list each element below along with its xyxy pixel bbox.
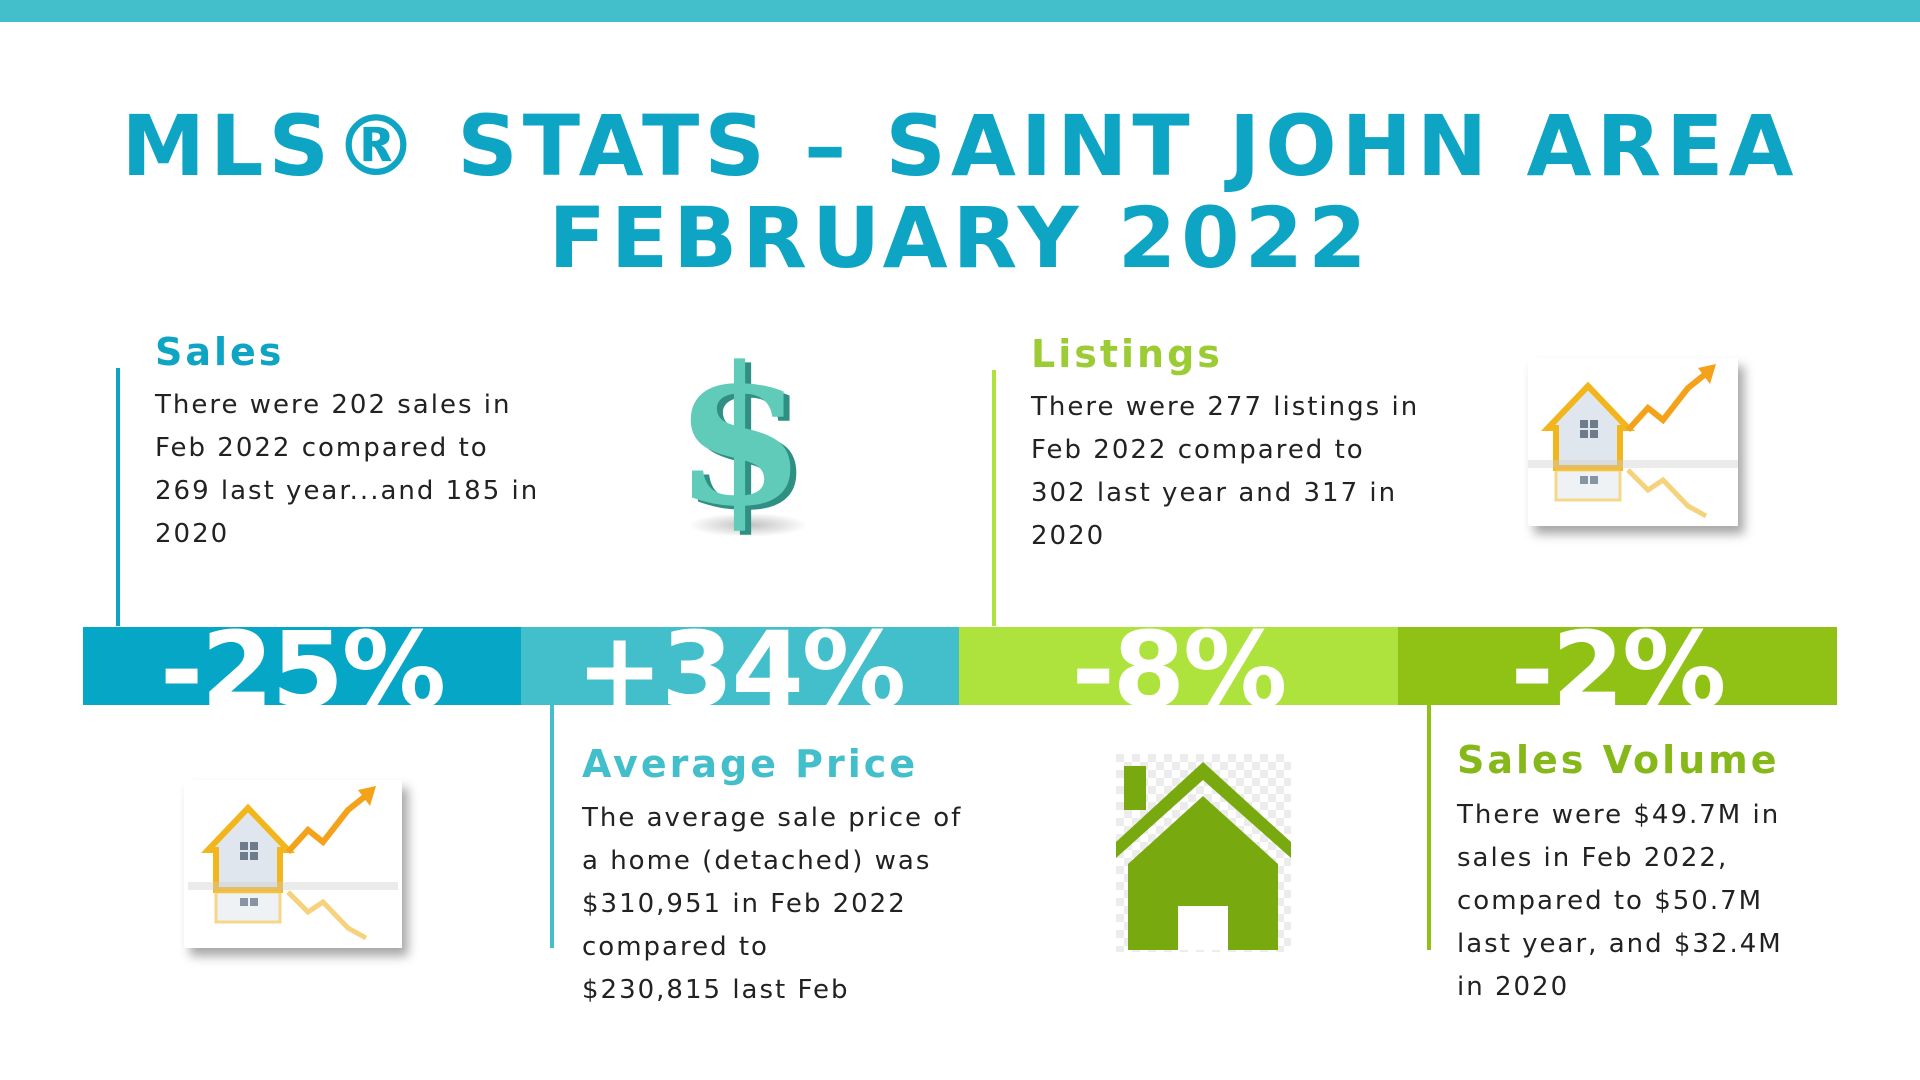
band-value: -8%: [1071, 627, 1288, 705]
top-bar: [0, 0, 1920, 22]
sales-volume-divider: [1427, 705, 1431, 950]
sales-text-line: There were 202 sales in: [155, 390, 512, 420]
listings-divider: [992, 370, 996, 626]
band-value: -2%: [1510, 627, 1727, 705]
average-price-text-line: $230,815 last Feb: [582, 975, 850, 1005]
house-chart-image: [184, 780, 402, 948]
sales-text: There were 202 sales in Feb 2022 compare…: [155, 384, 539, 556]
house-chart-icon: [188, 786, 398, 941]
band-price-change: +34%: [521, 627, 959, 705]
sales-divider: [116, 368, 120, 626]
average-price-text: The average sale price of a home (detach…: [582, 797, 962, 1012]
listings-text-line: 302 last year and 317 in: [1031, 478, 1398, 508]
svg-text:$: $: [674, 345, 806, 545]
listings-text-line: Feb 2022 compared to: [1031, 435, 1365, 465]
dollar-sign-icon: $ $: [674, 345, 812, 545]
listings-text: There were 277 listings in Feb 2022 comp…: [1031, 386, 1419, 558]
average-price-text-line: compared to: [582, 932, 769, 962]
sales-text-line: Feb 2022 compared to: [155, 433, 489, 463]
average-price-heading: Average Price: [582, 742, 919, 786]
sales-volume-text: There were $49.7M in sales in Feb 2022, …: [1457, 794, 1783, 1009]
page-subtitle: FEBRUARY 2022: [548, 189, 1372, 287]
sales-text-line: 2020: [155, 519, 230, 549]
average-price-divider: [550, 705, 554, 948]
sales-volume-heading: Sales Volume: [1457, 738, 1780, 782]
sales-volume-text-line: last year, and $32.4M: [1457, 929, 1783, 959]
listings-text-line: There were 277 listings in: [1031, 392, 1420, 422]
average-price-text-line: The average sale price of: [582, 803, 963, 833]
sales-volume-text-line: compared to $50.7M: [1457, 886, 1764, 916]
sales-volume-text-line: There were $49.7M in: [1457, 800, 1781, 830]
average-price-text-line: a home (detached) was: [582, 846, 932, 876]
average-price-text-line: $310,951 in Feb 2022: [582, 889, 907, 919]
band-volume-change: -2%: [1398, 627, 1837, 705]
page-title: MLS® STATS – SAINT JOHN AREA: [121, 97, 1799, 195]
sales-volume-text-line: sales in Feb 2022,: [1457, 843, 1729, 873]
listings-heading: Listings: [1031, 332, 1223, 376]
sales-heading: Sales: [155, 330, 285, 374]
sales-text-line: 269 last year...and 185 in: [155, 476, 540, 506]
house-chart-icon: [1528, 364, 1738, 519]
svg-text:$: $: [680, 345, 812, 545]
band-sales-change: -25%: [83, 627, 521, 705]
band-listings-change: -8%: [959, 627, 1398, 705]
band-value: -25%: [159, 627, 446, 705]
band-value: +34%: [575, 627, 906, 705]
listings-text-line: 2020: [1031, 521, 1106, 551]
sales-volume-text-line: in 2020: [1457, 972, 1570, 1002]
house-icon: [1116, 754, 1291, 952]
house-chart-image: [1528, 358, 1738, 526]
